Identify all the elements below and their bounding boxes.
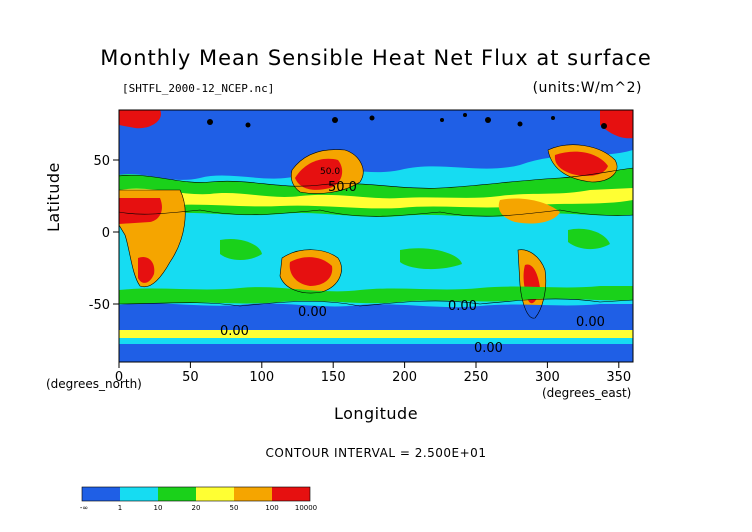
region-pacific-mid <box>400 248 462 270</box>
region-se-asia-mid <box>498 198 560 224</box>
plot-frame <box>118 109 634 363</box>
y-tick-labels: 50 0 -50 <box>89 154 110 313</box>
region-indian-ocean-mid <box>220 238 262 260</box>
contour-label: 50.0 <box>320 167 340 177</box>
region-australia-high <box>289 257 333 286</box>
map-field: 50.0 50.0 0.00 0.00 0.00 0.00 0.00 <box>119 110 633 362</box>
contour-label: 50.0 <box>328 180 357 195</box>
contour-label: 0.00 <box>576 315 605 330</box>
region-southern-ocean-low <box>119 303 633 330</box>
region-north-america-high <box>554 151 608 176</box>
y-tick-label: 50 <box>93 154 110 169</box>
contour-label: 0.00 <box>220 324 249 339</box>
x-tick-label: 150 <box>321 370 346 385</box>
contour-labels: 50.0 50.0 0.00 0.00 0.00 0.00 0.00 <box>220 167 605 356</box>
x-tick-label: 350 <box>606 370 631 385</box>
colorbar-swatch <box>82 487 120 501</box>
colorbar-label: -∞ <box>80 504 88 512</box>
x-tick-label: 50 <box>182 370 199 385</box>
region-south-africa-high <box>138 256 155 283</box>
map-title: Monthly Mean Sensible Heat Net Flux at s… <box>100 46 652 70</box>
colorbar-swatch <box>196 487 234 501</box>
y-tick-label: -50 <box>89 298 110 313</box>
x-axis-ticks <box>118 362 620 368</box>
contour-clusters <box>207 113 607 129</box>
contour-label: 0.00 <box>448 299 477 314</box>
contour-lines <box>119 144 633 319</box>
colorbar-label: 10 <box>154 504 163 512</box>
region-antarctic-edge-yellow <box>119 330 633 338</box>
colorbar-label: 10000 <box>295 504 317 512</box>
y-axis-units: (degrees_north) <box>46 377 142 391</box>
colorbar: -∞ 1 10 20 50 100 10000 <box>80 486 317 512</box>
x-tick-label: 300 <box>535 370 560 385</box>
contour-label: 0.00 <box>474 341 503 356</box>
y-axis-ticks <box>113 159 119 305</box>
region-arctic-high <box>600 110 633 139</box>
region-atlantic-mid <box>568 228 610 250</box>
colorbar-label: 100 <box>265 504 278 512</box>
x-tick-label: 0 <box>115 370 123 385</box>
colorbar-label: 1 <box>118 504 122 512</box>
x-tick-label: 200 <box>392 370 417 385</box>
region-antarctic-edge-cyan <box>119 338 633 344</box>
x-axis-units: (degrees_east) <box>542 386 632 400</box>
colorbar-swatch <box>272 487 310 501</box>
y-tick-label: 0 <box>102 226 110 241</box>
region-southern-ocean-mid <box>119 286 633 304</box>
contour-label: 0.00 <box>298 305 327 320</box>
x-tick-label: 250 <box>464 370 489 385</box>
region-africa-high <box>119 198 162 224</box>
x-tick-label: 100 <box>249 370 274 385</box>
units-label: (units:W/m^2) <box>532 80 642 96</box>
colorbar-swatch <box>120 487 158 501</box>
contour-interval-label: CONTOUR INTERVAL = 2.500E+01 <box>265 446 487 460</box>
source-file-label: [SHTFL_2000-12_NCEP.nc] <box>122 82 275 95</box>
region-arctic-west-high <box>119 110 161 129</box>
region-north-low <box>119 110 633 180</box>
x-axis-label: Longitude <box>333 404 419 423</box>
colorbar-swatch <box>234 487 272 501</box>
region-east-asia-high <box>295 158 343 190</box>
region-antarctica-low <box>119 344 633 362</box>
colorbar-frame <box>81 486 311 502</box>
x-tick-labels: 0 50 100 150 200 250 300 350 <box>115 370 631 385</box>
colorbar-label: 50 <box>230 504 239 512</box>
colorbar-swatch <box>158 487 196 501</box>
colorbar-label: 20 <box>192 504 201 512</box>
